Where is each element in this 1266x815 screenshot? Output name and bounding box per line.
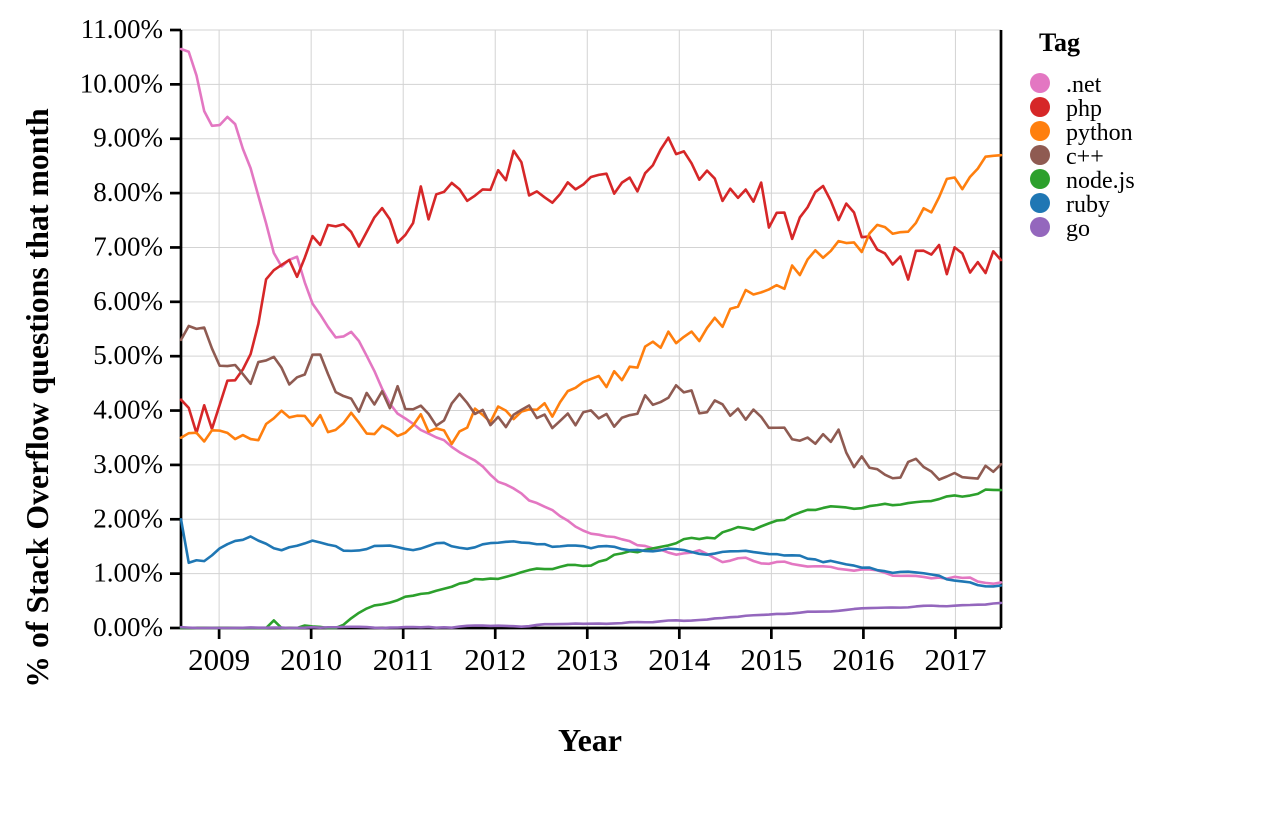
svg-text:2017: 2017 <box>924 642 986 677</box>
svg-text:1.00%: 1.00% <box>93 558 163 588</box>
svg-text:2011: 2011 <box>373 642 434 677</box>
svg-text:2.00%: 2.00% <box>93 503 163 533</box>
svg-text:% of Stack Overflow questions: % of Stack Overflow questions that month <box>20 108 55 688</box>
svg-text:2014: 2014 <box>648 642 711 677</box>
svg-text:3.00%: 3.00% <box>93 449 163 479</box>
svg-text:2013: 2013 <box>556 642 618 677</box>
svg-text:11.00%: 11.00% <box>81 14 163 44</box>
svg-text:php: php <box>1066 96 1102 122</box>
svg-text:4.00%: 4.00% <box>93 395 163 425</box>
svg-text:ruby: ruby <box>1066 192 1110 218</box>
svg-text:c++: c++ <box>1066 144 1104 170</box>
svg-text:10.00%: 10.00% <box>80 68 163 98</box>
svg-text:.net: .net <box>1066 72 1102 98</box>
svg-text:python: python <box>1066 120 1133 146</box>
svg-text:2016: 2016 <box>832 642 894 677</box>
svg-text:Year: Year <box>558 722 622 758</box>
svg-text:8.00%: 8.00% <box>93 177 163 207</box>
svg-text:2009: 2009 <box>188 642 250 677</box>
svg-text:9.00%: 9.00% <box>93 123 163 153</box>
svg-text:6.00%: 6.00% <box>93 286 163 316</box>
svg-text:2012: 2012 <box>464 642 526 677</box>
svg-text:5.00%: 5.00% <box>93 340 163 370</box>
svg-text:7.00%: 7.00% <box>93 231 163 261</box>
svg-text:2015: 2015 <box>740 642 802 677</box>
svg-text:2010: 2010 <box>280 642 342 677</box>
svg-text:node.js: node.js <box>1066 168 1135 194</box>
svg-text:Tag: Tag <box>1039 28 1080 57</box>
svg-text:0.00%: 0.00% <box>93 612 163 642</box>
svg-text:go: go <box>1066 216 1090 242</box>
